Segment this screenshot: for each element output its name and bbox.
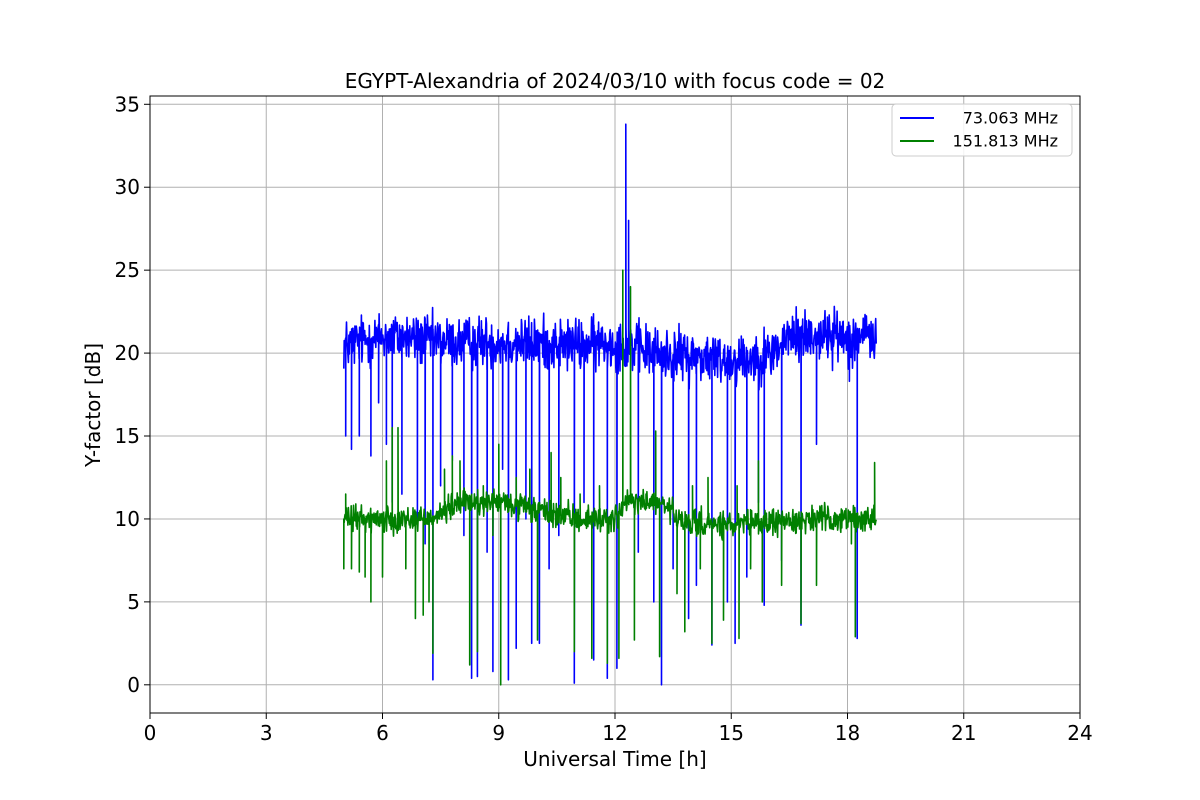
x-tick-label: 12: [602, 721, 627, 745]
x-axis-label: Universal Time [h]: [523, 747, 706, 771]
x-tick-label: 3: [260, 721, 273, 745]
legend-frame: [891, 103, 1073, 157]
x-tick-label: 15: [719, 721, 744, 745]
legend-label: 73.063 MHz: [963, 109, 1058, 128]
x-tick-label: 0: [144, 721, 157, 745]
y-tick-label: 5: [127, 590, 140, 614]
legend-label: 151.813 MHz: [953, 132, 1058, 151]
y-tick-label: 20: [115, 341, 140, 365]
x-tick-label: 6: [376, 721, 389, 745]
y-tick-label: 25: [115, 258, 140, 282]
y-axis-label: Y-factor [dB]: [81, 343, 105, 468]
x-tick-label: 24: [1067, 721, 1092, 745]
y-tick-label: 30: [115, 175, 140, 199]
y-tick-label: 15: [115, 424, 140, 448]
chart-title: EGYPT-Alexandria of 2024/03/10 with focu…: [345, 69, 886, 93]
x-tick-label: 21: [951, 721, 976, 745]
y-tick-label: 0: [127, 673, 140, 697]
plot-area: [343, 123, 877, 686]
y-axis: 0 5 10 15 20 25 30 35: [115, 92, 150, 697]
y-tick-label: 35: [115, 92, 140, 116]
series-line-1: [343, 123, 877, 686]
x-tick-label: 18: [835, 721, 860, 745]
series-line-2: [343, 269, 877, 686]
x-tick-label: 9: [492, 721, 505, 745]
y-tick-label: 10: [115, 507, 140, 531]
legend: 73.063 MHz 151.813 MHz: [891, 103, 1073, 157]
x-axis: 0 3 6 9 12 15 18 21 24: [144, 713, 1093, 745]
grid: [149, 96, 1081, 713]
